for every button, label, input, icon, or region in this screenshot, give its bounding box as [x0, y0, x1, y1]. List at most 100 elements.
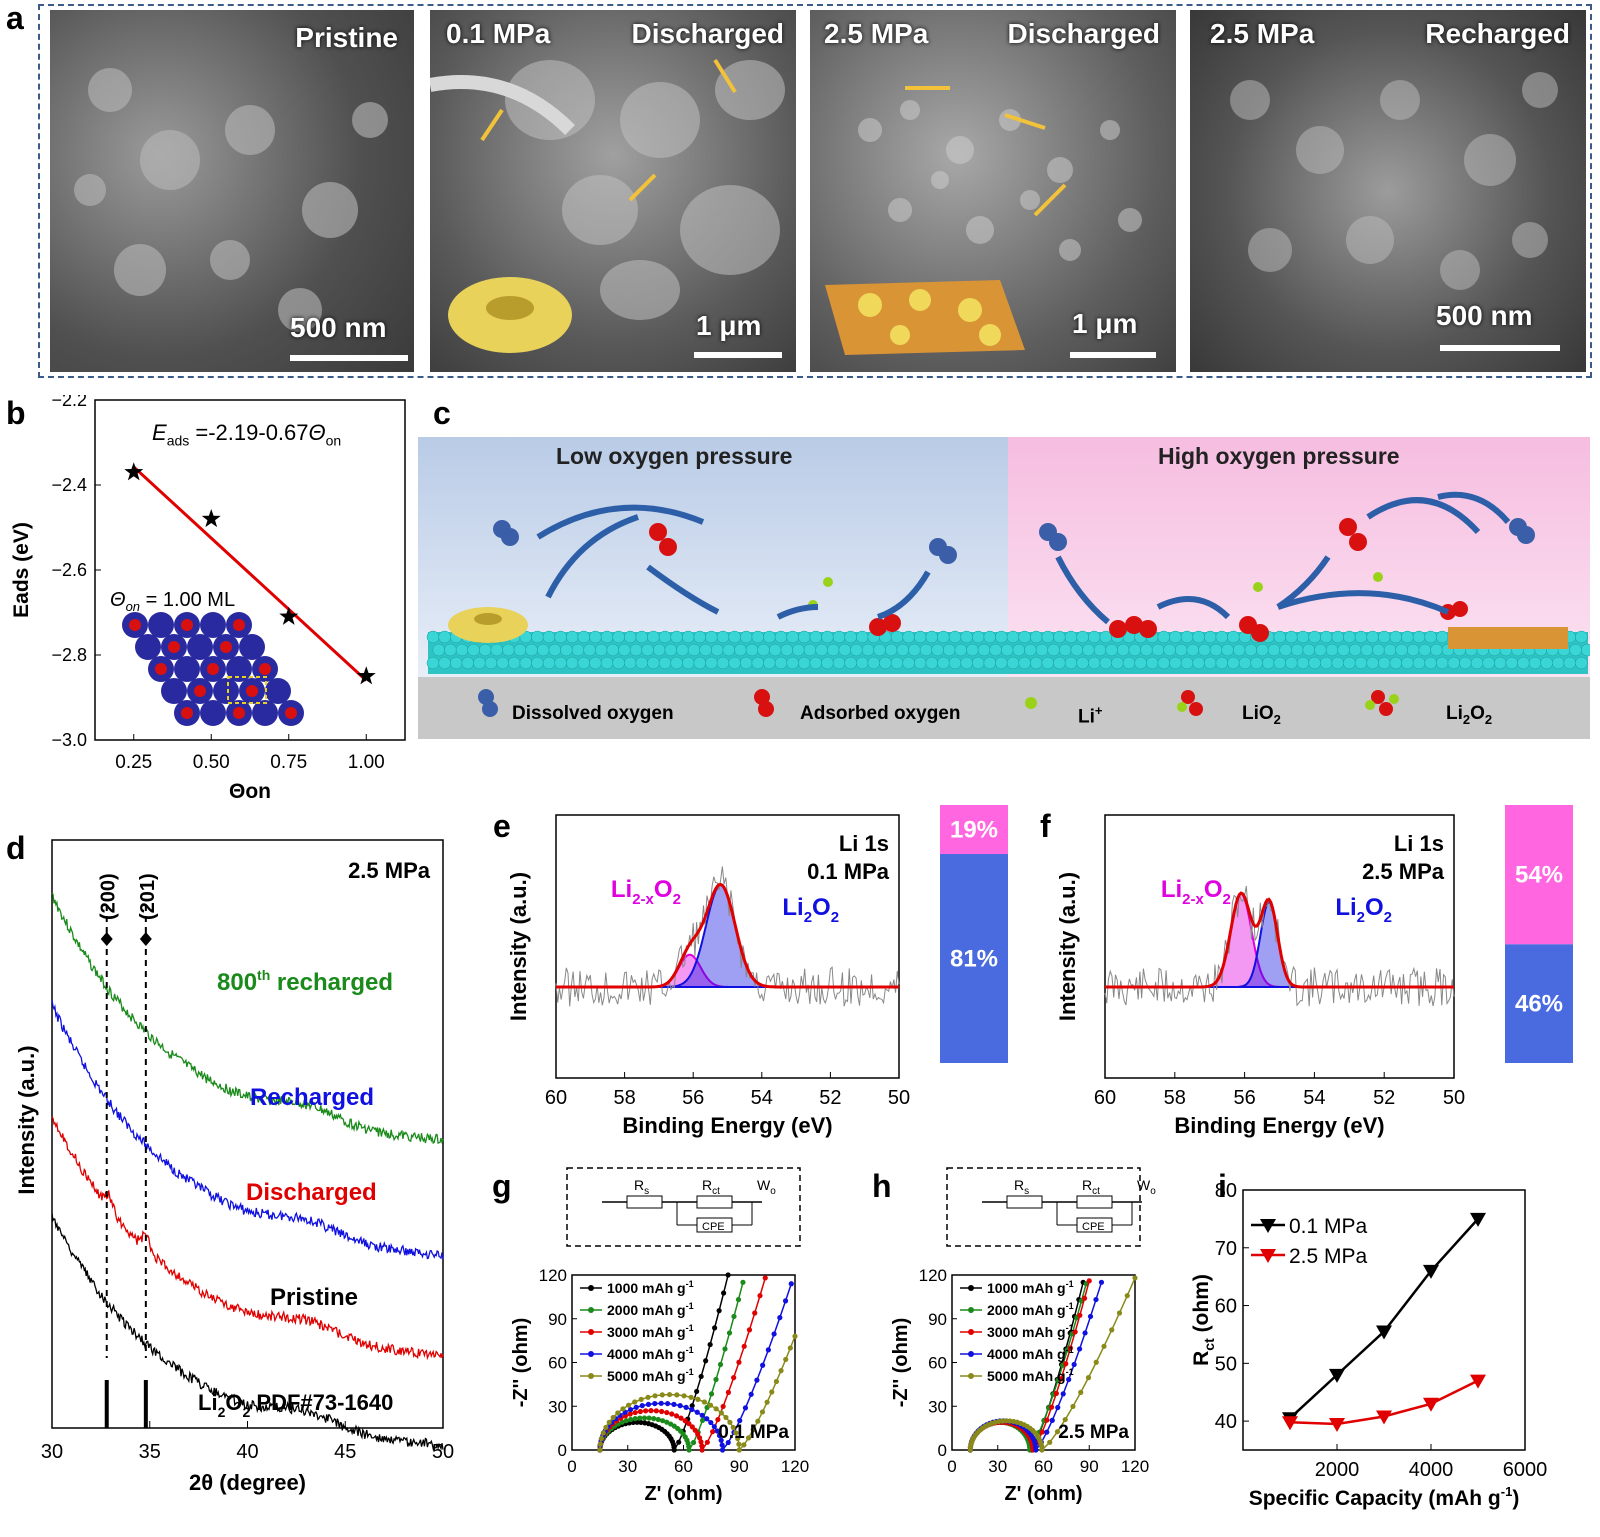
nyquist-point — [725, 1389, 732, 1395]
label-wo: Wo — [1137, 1177, 1156, 1197]
plot-frame — [1104, 814, 1455, 1079]
panel-c-letter: c — [433, 395, 451, 431]
nyquist-point — [1066, 1376, 1072, 1383]
sem-label-right: Recharged — [1425, 18, 1570, 49]
x-tick-label: 6000 — [1503, 1459, 1548, 1481]
nyquist-point — [769, 1389, 775, 1395]
atom — [181, 707, 193, 719]
fit-envelope — [1105, 891, 1454, 989]
atom — [194, 685, 206, 697]
atom — [252, 700, 278, 726]
nyquist-point — [1053, 1390, 1059, 1396]
nyquist-point — [717, 1361, 724, 1368]
nyquist-point — [1109, 1327, 1115, 1333]
unit-cell — [227, 676, 267, 704]
sem-texture — [1230, 72, 1558, 290]
nyquist-point — [689, 1403, 695, 1409]
legend-label: 3000 mAh g-1 — [987, 1323, 1074, 1340]
panel-b-letter: b — [6, 395, 26, 431]
nyquist-point — [760, 1362, 766, 1368]
legend-label: 4000 mAh g-1 — [607, 1345, 694, 1362]
sem-texture — [74, 68, 388, 332]
x-tick-label: 50 — [888, 1087, 910, 1109]
panel-g-letter: g — [492, 1168, 512, 1204]
nyquist-point — [692, 1427, 698, 1433]
x-axis-label: 2θ (degree) — [189, 1470, 306, 1495]
x-tick-label: 30 — [41, 1441, 63, 1463]
label-rct: Rct — [702, 1177, 720, 1197]
rct-point — [1376, 1325, 1392, 1340]
nyquist-point — [1087, 1313, 1094, 1320]
chart-b: 0.25 0.50 0.75 1.00 −2.2 −2.4 −2.6 −2.8 −3.0 Θon E… — [10, 395, 406, 803]
nyquist-point — [1062, 1416, 1068, 1423]
panel-h-letter: h — [872, 1168, 892, 1204]
legend-marker — [588, 1351, 594, 1357]
atom — [200, 612, 226, 638]
nyquist-point — [1085, 1375, 1092, 1381]
y-tick-label: 90 — [548, 1310, 567, 1329]
sem-label-right: Pristine — [295, 22, 398, 53]
data-point-star — [356, 666, 376, 685]
atom — [265, 678, 291, 704]
nyquist-point — [627, 1411, 633, 1417]
nyquist-point — [731, 1375, 737, 1381]
nyquist-point — [720, 1403, 726, 1410]
nyquist-point — [764, 1399, 770, 1405]
nyquist-point — [704, 1416, 710, 1422]
xrd-series-line — [51, 999, 444, 1260]
nyquist-point — [627, 1406, 634, 1413]
nyquist-point — [1082, 1330, 1088, 1336]
resistor-rs — [1006, 1195, 1043, 1209]
nyquist-point — [683, 1404, 689, 1410]
core-level-label: Li 1s — [1394, 831, 1444, 856]
nyquist-point — [710, 1429, 716, 1435]
nyquist-point — [632, 1409, 638, 1416]
label-rct: Rct — [1082, 1177, 1100, 1197]
label-pristine: Pristine — [270, 1284, 358, 1311]
label-li2-xo2: Li2-xO2 — [1161, 876, 1231, 908]
nyquist-point — [1063, 1361, 1069, 1367]
nyquist-point — [1101, 1343, 1107, 1349]
nyquist-point — [669, 1411, 675, 1417]
nyquist-point — [745, 1435, 752, 1441]
nyquist-point — [651, 1416, 657, 1422]
x-tick-label: 4000 — [1409, 1459, 1454, 1481]
nyquist-point — [646, 1415, 652, 1421]
nyquist-point — [689, 1406, 695, 1413]
nyquist-point — [686, 1447, 692, 1453]
nyquist-point — [1093, 1296, 1099, 1303]
nyquist-point — [735, 1296, 742, 1303]
nyquist-point — [643, 1408, 649, 1414]
scale-label: 1 μm — [1072, 308, 1138, 339]
legend-label: 5000 mAh g-1 — [987, 1367, 1074, 1384]
x-tick-label: 0 — [567, 1457, 576, 1476]
nyquist-point — [1060, 1391, 1066, 1397]
atom — [155, 663, 167, 675]
legend-dissolved-oxygen: Dissolved oxygen — [512, 703, 674, 724]
nyquist-point — [695, 1396, 701, 1402]
nyquist-point — [713, 1376, 719, 1383]
y-tick-label: 0 — [558, 1441, 567, 1460]
atom — [187, 634, 213, 660]
pressure-label: 0.1 MPa — [807, 859, 890, 884]
nyquist-point — [665, 1400, 671, 1407]
atom — [135, 634, 161, 660]
y-tick-label: 0 — [938, 1441, 947, 1460]
rct-point — [1376, 1410, 1392, 1425]
nyquist-point — [688, 1394, 694, 1400]
peak-marker — [100, 932, 113, 946]
panel-a-letter: a — [6, 0, 24, 36]
nyquist-point — [703, 1358, 709, 1364]
legend-label: 2.5 MPa — [1289, 1245, 1368, 1268]
y-tick-label: 90 — [928, 1310, 947, 1329]
panel-d-letter: d — [6, 830, 26, 866]
label-cpe: CPE — [702, 1221, 725, 1233]
nyquist-point — [1070, 1403, 1076, 1410]
nyquist-point — [1049, 1404, 1055, 1410]
nyquist-point — [714, 1428, 720, 1434]
nyquist-point — [1039, 1429, 1045, 1435]
nyquist-point — [606, 1419, 612, 1425]
x-tick-label: 50 — [1443, 1087, 1465, 1109]
nyquist-point — [713, 1406, 719, 1412]
legend-marker — [588, 1329, 594, 1335]
